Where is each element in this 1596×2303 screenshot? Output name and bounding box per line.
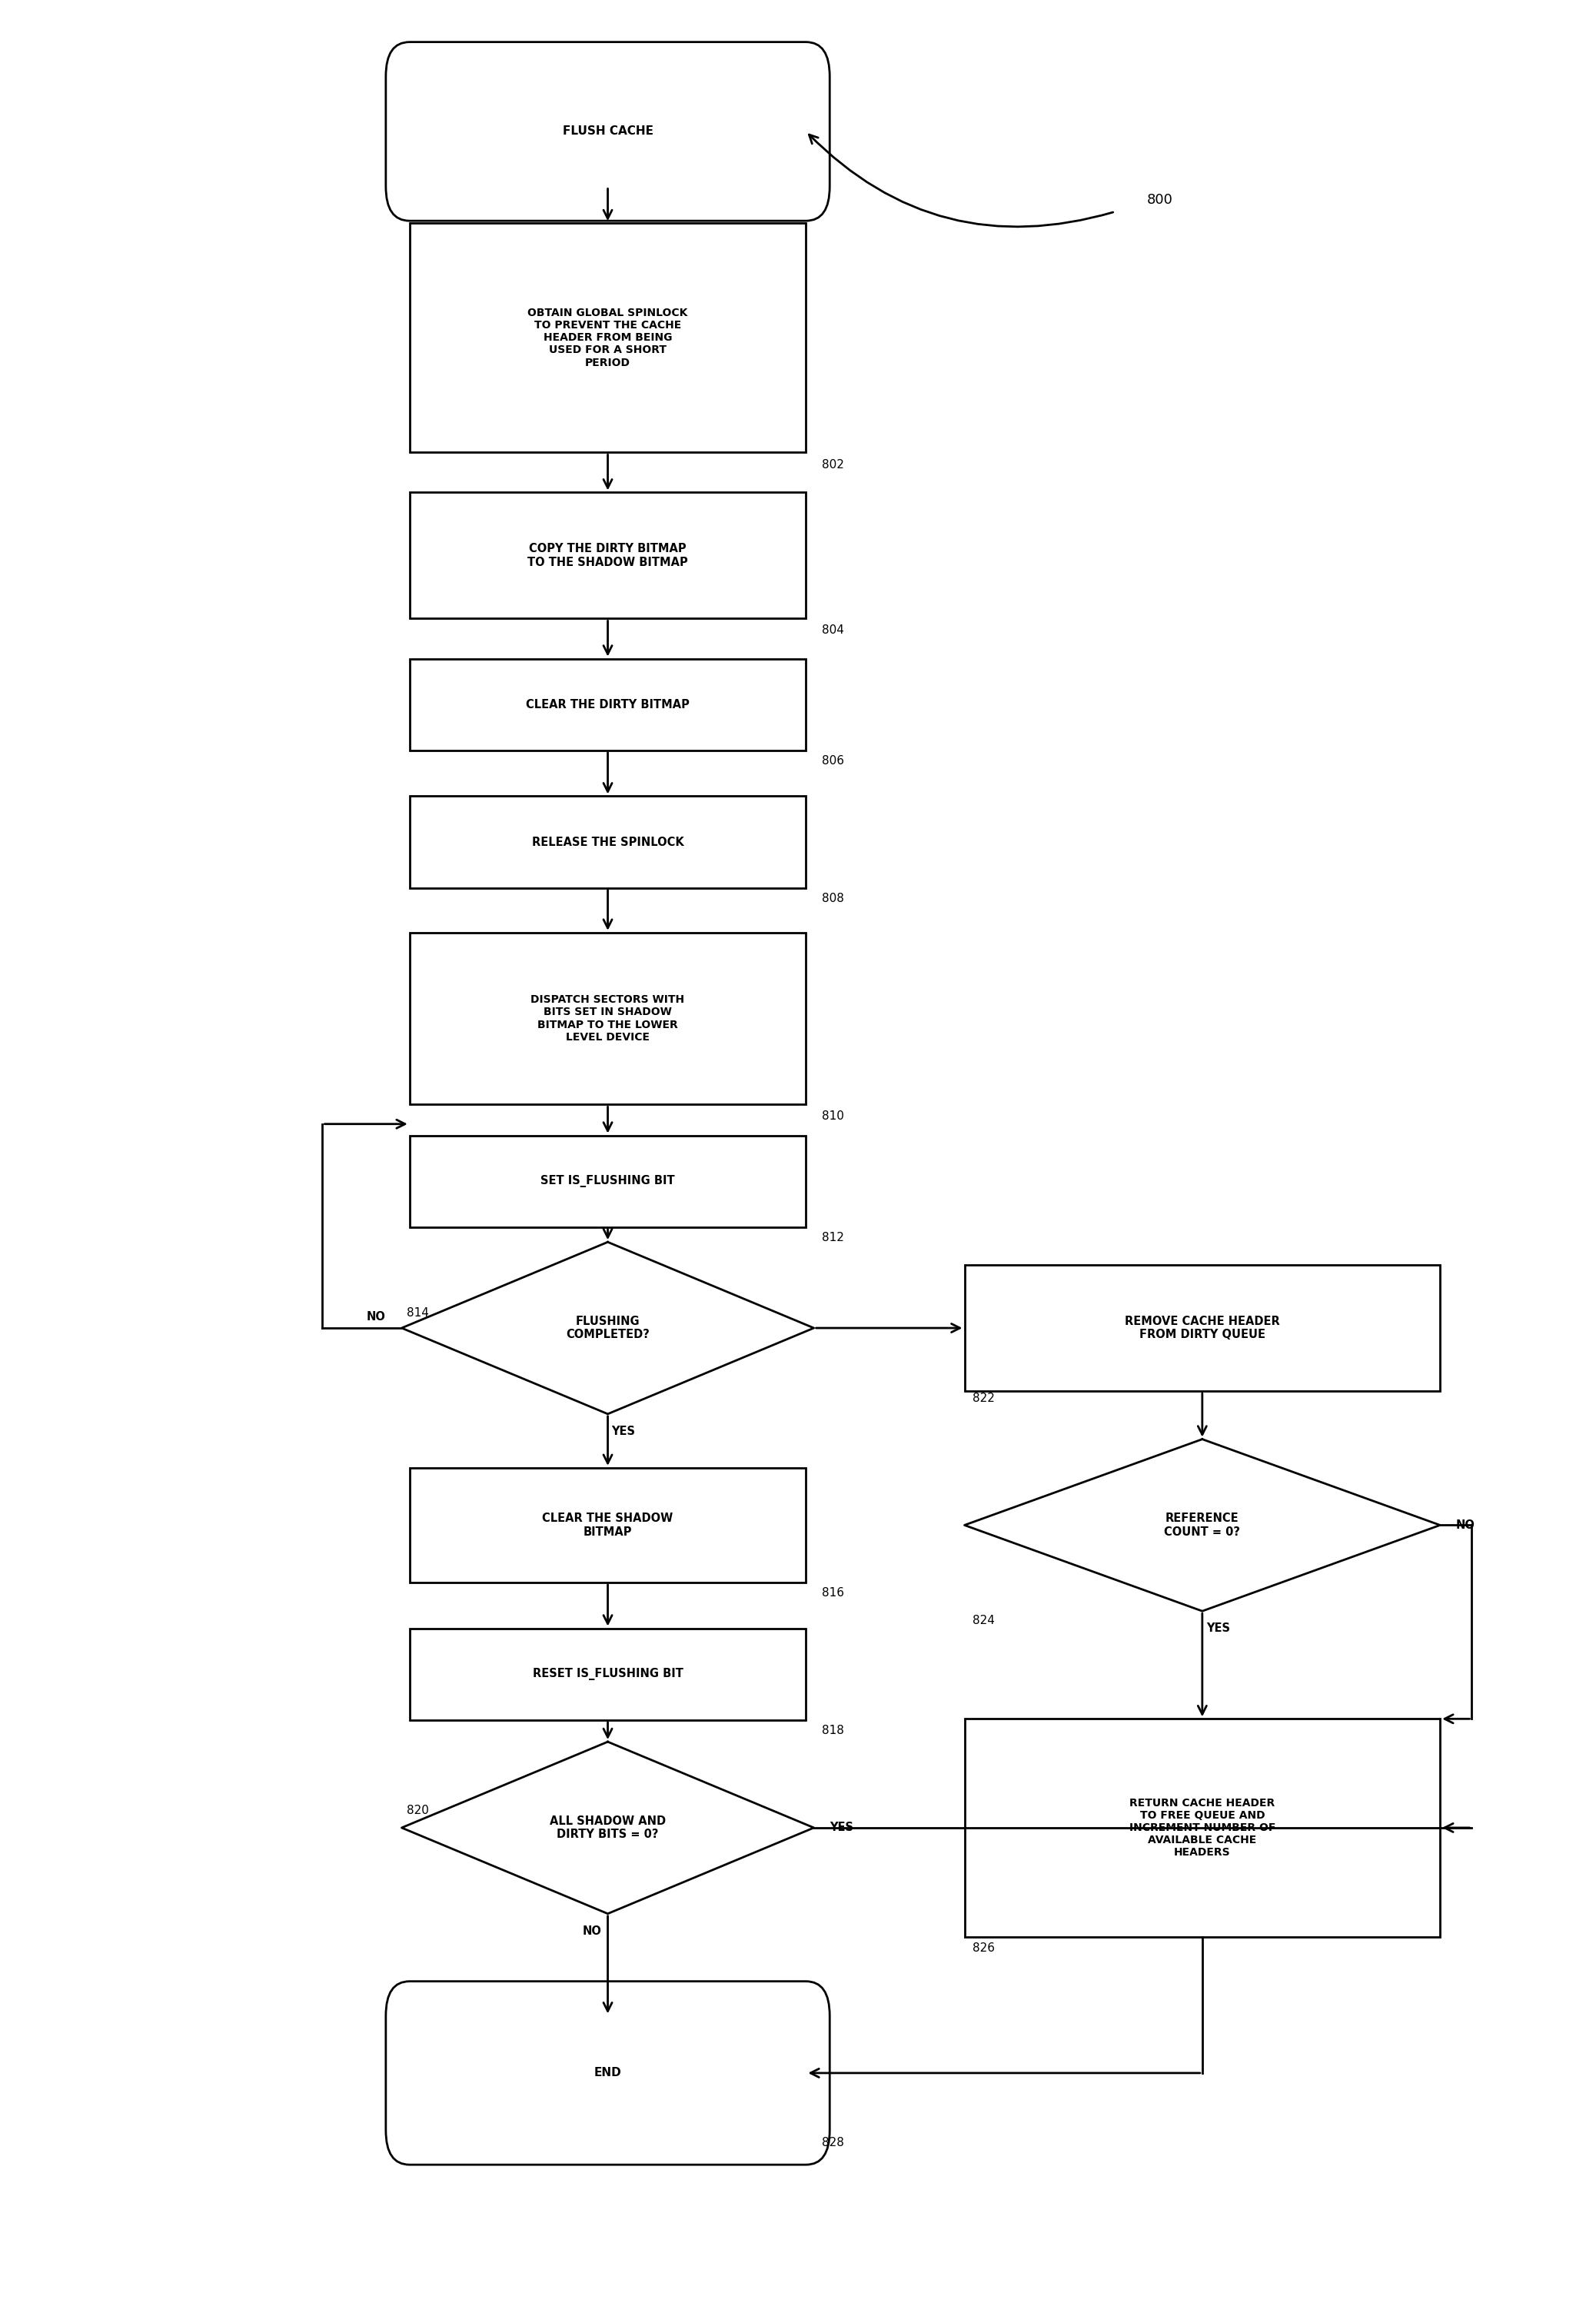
Text: 810: 810 [822, 1110, 844, 1122]
Bar [410, 797, 806, 889]
Text: 800: 800 [1148, 193, 1173, 207]
Text: 824: 824 [972, 1614, 994, 1626]
Bar [964, 1718, 1440, 1937]
Text: 822: 822 [972, 1393, 994, 1405]
Text: 806: 806 [822, 755, 844, 767]
Bar [410, 1628, 806, 1720]
Text: COPY THE DIRTY BITMAP
TO THE SHADOW BITMAP: COPY THE DIRTY BITMAP TO THE SHADOW BITM… [528, 544, 688, 569]
Text: 820: 820 [407, 1806, 429, 1817]
Text: RETURN CACHE HEADER
TO FREE QUEUE AND
INCREMENT NUMBER OF
AVAILABLE CACHE
HEADER: RETURN CACHE HEADER TO FREE QUEUE AND IN… [1128, 1796, 1275, 1859]
Text: 816: 816 [822, 1587, 844, 1598]
Text: FLUSH CACHE: FLUSH CACHE [562, 127, 653, 138]
Text: FLUSHING
COMPLETED?: FLUSHING COMPLETED? [567, 1315, 650, 1340]
Polygon shape [402, 1241, 814, 1414]
Text: SET IS_FLUSHING BIT: SET IS_FLUSHING BIT [541, 1175, 675, 1188]
Polygon shape [402, 1741, 814, 1914]
Text: RESET IS_FLUSHING BIT: RESET IS_FLUSHING BIT [533, 1667, 683, 1681]
Text: RELEASE THE SPINLOCK: RELEASE THE SPINLOCK [531, 836, 683, 848]
Bar [410, 223, 806, 451]
Text: 804: 804 [822, 624, 844, 636]
FancyBboxPatch shape [386, 41, 830, 221]
Text: NO: NO [367, 1310, 386, 1322]
Text: YES: YES [830, 1822, 854, 1833]
Text: REFERENCE
COUNT = 0?: REFERENCE COUNT = 0? [1163, 1513, 1240, 1538]
Bar [410, 493, 806, 620]
Text: CLEAR THE DIRTY BITMAP: CLEAR THE DIRTY BITMAP [527, 698, 689, 709]
Text: END: END [594, 2068, 621, 2080]
Text: 814: 814 [407, 1308, 429, 1320]
Bar [410, 1467, 806, 1582]
Text: 818: 818 [822, 1725, 844, 1736]
Text: 802: 802 [822, 458, 844, 470]
Text: 812: 812 [822, 1232, 844, 1244]
Bar [410, 933, 806, 1105]
Text: NO: NO [1456, 1520, 1475, 1531]
Text: CLEAR THE SHADOW
BITMAP: CLEAR THE SHADOW BITMAP [543, 1513, 674, 1538]
Bar [410, 1135, 806, 1227]
Text: OBTAIN GLOBAL SPINLOCK
TO PREVENT THE CACHE
HEADER FROM BEING
USED FOR A SHORT
P: OBTAIN GLOBAL SPINLOCK TO PREVENT THE CA… [528, 306, 688, 368]
Text: DISPATCH SECTORS WITH
BITS SET IN SHADOW
BITMAP TO THE LOWER
LEVEL DEVICE: DISPATCH SECTORS WITH BITS SET IN SHADOW… [531, 995, 685, 1043]
Text: REMOVE CACHE HEADER
FROM DIRTY QUEUE: REMOVE CACHE HEADER FROM DIRTY QUEUE [1125, 1315, 1280, 1340]
Polygon shape [964, 1439, 1440, 1612]
Text: NO: NO [583, 1925, 602, 1937]
FancyBboxPatch shape [386, 1981, 830, 2165]
Text: 828: 828 [822, 2137, 844, 2149]
Bar [964, 1264, 1440, 1391]
Text: YES: YES [611, 1426, 635, 1437]
Text: 826: 826 [972, 1941, 994, 1953]
Text: 808: 808 [822, 894, 844, 905]
Text: YES: YES [1207, 1624, 1231, 1635]
Text: ALL SHADOW AND
DIRTY BITS = 0?: ALL SHADOW AND DIRTY BITS = 0? [549, 1815, 666, 1840]
Bar [410, 659, 806, 751]
